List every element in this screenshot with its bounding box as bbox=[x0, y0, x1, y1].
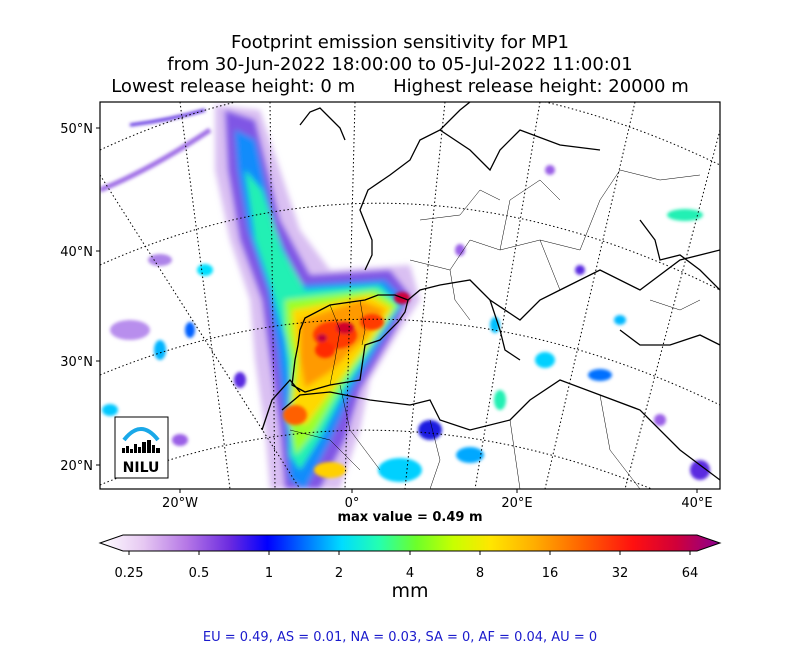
colorbar-tick-label: 1 bbox=[265, 566, 273, 581]
colorbar-ticks bbox=[128, 551, 691, 555]
region-totals: EU = 0.49, AS = 0.01, NA = 0.03, SA = 0,… bbox=[202, 630, 598, 645]
lat-label-50n: 50°N bbox=[60, 122, 93, 137]
plot-period: from 30-Jun-2022 18:00:00 to 05-Jul-2022… bbox=[167, 54, 633, 75]
map-frame bbox=[99, 101, 721, 490]
colorbar-tick-label: 2 bbox=[335, 566, 343, 581]
graticule bbox=[100, 102, 720, 489]
colorbar-tick-label: 0.25 bbox=[115, 566, 144, 581]
colorbar-tick-label: 16 bbox=[542, 566, 559, 581]
nilu-logo-text: NILU bbox=[123, 460, 160, 476]
colorbar-ramp bbox=[98, 534, 722, 552]
lon-label-0: 0° bbox=[345, 496, 360, 511]
map-area bbox=[100, 102, 720, 489]
coastlines bbox=[261, 102, 720, 481]
lon-label-20e: 20°E bbox=[501, 496, 532, 511]
release-heights: Lowest release height: 0 m Highest releas… bbox=[0, 76, 800, 98]
colorbar: 0.25 0.5 1 2 4 8 16 32 64 bbox=[98, 534, 722, 581]
axis-ticks bbox=[96, 127, 698, 493]
lon-label-40e: 40°E bbox=[681, 496, 712, 511]
max-value-label: max value = 0.49 m bbox=[337, 510, 483, 525]
lat-label-40n: 40°N bbox=[60, 245, 93, 260]
borders bbox=[289, 169, 701, 489]
nilu-logo: NILU bbox=[114, 416, 169, 479]
colorbar-tick-label: 32 bbox=[612, 566, 629, 581]
colorbar-tick-label: 8 bbox=[476, 566, 484, 581]
plot-title: Footprint emission sensitivity for MP1 bbox=[230, 32, 569, 53]
colorbar-unit-label: mm bbox=[391, 580, 429, 602]
lowest-release-height: Lowest release height: 0 m bbox=[111, 76, 356, 97]
colorbar-tick-label: 0.5 bbox=[189, 566, 210, 581]
colorbar-tick-label: 4 bbox=[406, 566, 414, 581]
lat-label-30n: 30°N bbox=[60, 355, 93, 370]
highest-release-height: Highest release height: 20000 m bbox=[393, 76, 689, 97]
colorbar-tick-label: 64 bbox=[682, 566, 699, 581]
lat-label-20n: 20°N bbox=[60, 459, 93, 474]
lon-label-20w: 20°W bbox=[162, 496, 198, 511]
